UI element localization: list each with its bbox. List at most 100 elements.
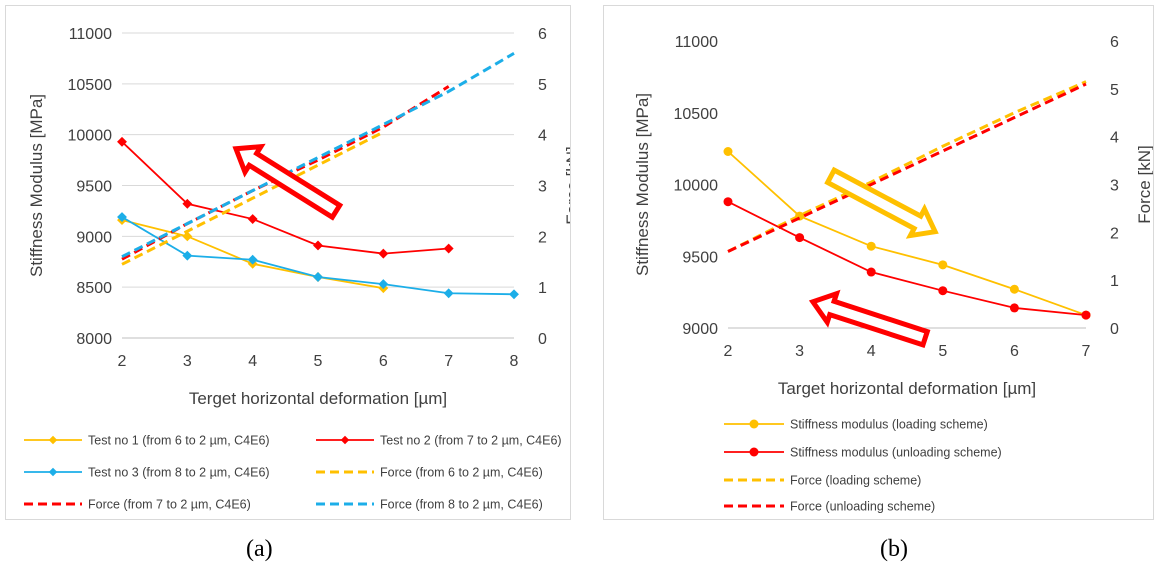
data-point	[866, 241, 876, 251]
x-tick-label: 4	[867, 343, 876, 360]
y2-tick-label: 5	[538, 77, 547, 94]
y-tick-label: 9000	[682, 321, 718, 338]
x-axis-title: Terget horizontal deformation [µm]	[189, 389, 447, 408]
x-tick-label: 2	[118, 353, 127, 370]
data-point	[117, 212, 127, 222]
y2-tick-label: 3	[538, 179, 547, 196]
legend-marker	[749, 419, 759, 429]
x-tick-label: 7	[1082, 343, 1091, 360]
x-tick-label: 7	[444, 353, 453, 370]
y-tick-label: 10500	[68, 77, 113, 94]
y-tick-label: 11000	[675, 34, 718, 51]
x-axis-title: Target horizontal deformation [µm]	[778, 379, 1036, 398]
data-point	[1081, 310, 1091, 320]
series-line	[121, 219, 384, 290]
annotation-arrow	[232, 143, 344, 221]
legend-marker	[48, 435, 58, 445]
data-point	[938, 286, 948, 296]
legend-label: Test no 3 (from 8 to 2 µm, C4E6)	[88, 466, 270, 480]
chart-panel-a: 8000 8500 9000 9500 10000 10500 11000 0 1 2 3 4 5 6 2 3…	[5, 5, 571, 520]
y2-tick-label: 4	[538, 128, 547, 145]
x-tick-label: 6	[1010, 343, 1019, 360]
y-axis-title: Stiffness Modulus [MPa]	[633, 93, 652, 276]
data-point	[247, 254, 258, 265]
caption-a: (a)	[246, 536, 273, 562]
y2-tick-label: 2	[1110, 225, 1119, 242]
data-point	[182, 231, 193, 242]
legend-label: Stiffness modulus (unloading scheme)	[790, 446, 1002, 460]
chart-a-svg: 8000 8500 9000 9500 10000 10500 11000 0 1 2 3 4 5 6 2 3…	[24, 26, 570, 512]
data-point	[443, 243, 454, 254]
annotation-arrow	[824, 166, 939, 239]
y-tick-label: 10000	[674, 178, 719, 195]
y-tick-label: 11000	[69, 26, 112, 43]
y2-tick-label: 0	[1110, 321, 1119, 338]
y-tick-label: 9000	[76, 229, 112, 246]
series-line	[121, 141, 449, 255]
y-tick-label: 9500	[76, 179, 112, 196]
legend-marker	[749, 447, 759, 457]
y2-tick-label: 3	[1110, 178, 1119, 195]
series-line	[727, 150, 1087, 316]
series-line	[121, 52, 515, 259]
series-line	[727, 200, 1087, 316]
annotation-arrow	[808, 289, 931, 349]
data-point	[938, 260, 948, 270]
series-line	[727, 82, 1087, 253]
x-tick-label: 3	[183, 353, 192, 370]
y-tick-label: 8000	[76, 331, 112, 348]
data-point	[313, 272, 323, 282]
data-point	[313, 240, 323, 251]
legend-label: Force (from 8 to 2 µm, C4E6)	[380, 498, 543, 512]
data-point	[795, 233, 805, 243]
y-axis-title: Stiffness Modulus [MPa]	[27, 94, 46, 277]
y-tick-label: 8500	[76, 280, 112, 297]
data-point	[182, 250, 193, 261]
x-tick-label: 4	[248, 353, 257, 370]
data-point	[378, 248, 389, 259]
data-point	[723, 197, 733, 207]
legend-marker	[48, 467, 58, 477]
y2-tick-label: 4	[1110, 130, 1119, 147]
data-point	[117, 136, 127, 147]
x-tick-label: 5	[938, 343, 947, 360]
caption-b: (b)	[880, 536, 908, 562]
data-point	[182, 198, 193, 209]
legend-label: Test no 1 (from 6 to 2 µm, C4E6)	[88, 434, 270, 448]
x-tick-label: 2	[724, 343, 733, 360]
legend-label: Test no 2 (from 7 to 2 µm, C4E6)	[380, 434, 562, 448]
y2-axis-title: Force [kN]	[1135, 145, 1153, 223]
x-tick-label: 8	[510, 353, 519, 370]
legend-label: Force (from 6 to 2 µm, C4E6)	[380, 466, 543, 480]
y-tick-label: 10500	[674, 106, 719, 123]
x-tick-label: 5	[314, 353, 323, 370]
data-point	[509, 289, 519, 300]
y2-tick-label: 1	[538, 280, 547, 297]
legend-label: Force (unloading scheme)	[790, 500, 935, 514]
y2-axis-title: Force [kN]	[563, 146, 570, 224]
chart-panel-b: 9000 9500 10000 10500 11000 0 1 2 3 4 5 6 2 3 4 5 6 7 Stif…	[603, 5, 1154, 520]
y2-tick-label: 0	[538, 331, 547, 348]
y2-tick-label: 6	[1110, 34, 1119, 51]
data-point	[247, 214, 258, 224]
legend-marker	[340, 435, 350, 445]
legend-label: Force (from 7 to 2 µm, C4E6)	[88, 498, 251, 512]
y2-tick-label: 6	[538, 26, 547, 43]
legend-label: Stiffness modulus (loading scheme)	[790, 418, 988, 432]
series-line	[727, 80, 1087, 253]
y2-tick-label: 2	[538, 229, 547, 246]
x-tick-label: 6	[379, 353, 388, 370]
data-point	[1009, 284, 1019, 294]
y-tick-label: 9500	[682, 249, 718, 266]
data-point	[866, 267, 876, 277]
x-tick-label: 3	[795, 343, 804, 360]
legend-label: Force (loading scheme)	[790, 474, 921, 488]
data-point	[723, 146, 733, 156]
series-line	[121, 216, 515, 296]
y2-tick-label: 1	[1110, 273, 1119, 290]
chart-b-svg: 9000 9500 10000 10500 11000 0 1 2 3 4 5 6 2 3 4 5 6 7 Stif…	[633, 34, 1153, 514]
y-tick-label: 10000	[68, 128, 113, 145]
data-point	[443, 288, 454, 299]
y2-tick-label: 5	[1110, 82, 1119, 99]
data-point	[1009, 303, 1019, 313]
